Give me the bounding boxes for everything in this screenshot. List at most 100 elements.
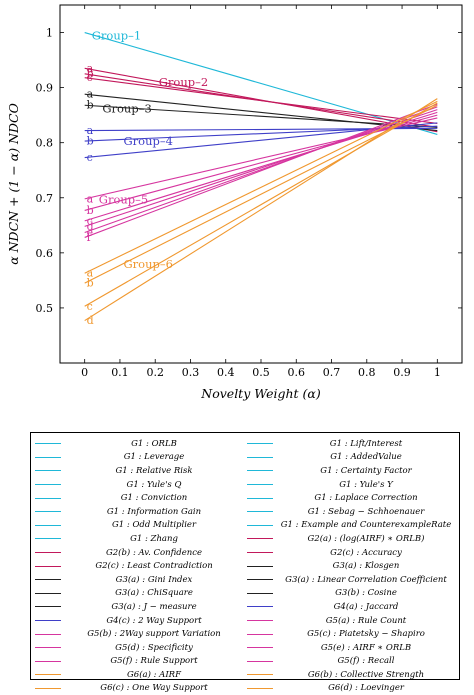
x-tick-label: 0.2 [146, 366, 164, 379]
legend-label: G1 : AddedValue [330, 452, 402, 463]
legend-swatch [35, 565, 61, 567]
legend-swatch [247, 687, 273, 689]
series-line-g6c [84, 102, 438, 307]
legend-label: G5(e) : AIRF ∗ ORLB [320, 642, 412, 653]
series-marker-label: c [87, 214, 93, 227]
legend-swatch [247, 470, 273, 472]
y-ticks: 0.5 0.6 0.7 0.8 0.9 1 [36, 27, 462, 315]
legend-label: G1 : Yule's Y [339, 479, 393, 490]
series-marker-label: b [87, 204, 94, 217]
legend-swatch [35, 674, 61, 676]
group-label: Group–5 [99, 192, 148, 206]
legend-label: G6(a) : AIRF [127, 669, 181, 680]
legend-swatch [247, 647, 273, 649]
legend-item: G1 : Example and CounterexampleRate [247, 519, 455, 533]
legend-item: G3(a) : Gini Index [35, 573, 243, 587]
legend-label: G1 : Sebag − Schhoenauer [307, 506, 425, 517]
legend-item: G3(a) : J − measure [35, 600, 243, 614]
legend-swatch [35, 592, 61, 594]
legend-swatch [247, 620, 273, 622]
y-tick-label: 0.5 [36, 302, 54, 315]
legend-item: G4(a) : Jaccard [247, 600, 455, 614]
legend-item: G3(a) : ChiSquare [35, 587, 243, 601]
legend-label: G3(b) : Cosine [335, 588, 397, 599]
legend-swatch [35, 647, 61, 649]
legend-swatch [35, 456, 61, 458]
legend-item: G1 : Yule's Y [247, 478, 455, 492]
legend-swatch [35, 620, 61, 622]
legend-label: G6(c) : One Way Support [100, 683, 208, 694]
y-tick-label: 0.6 [36, 247, 54, 260]
legend-swatch [247, 592, 273, 594]
legend-item: G2(c) : Accuracy [247, 546, 455, 560]
legend-swatch [35, 524, 61, 526]
series-marker-label: a [87, 124, 94, 137]
legend-swatch [247, 660, 273, 662]
legend-swatch [35, 484, 61, 486]
legend-label: G5(d) : Specificity [115, 642, 193, 653]
legend-item: G2(b) : Av. Confidence [35, 546, 243, 560]
x-tick-label: 0 [81, 366, 88, 379]
series-line-g1 [84, 32, 438, 135]
x-tick-label: 0.6 [288, 366, 306, 379]
legend-label: G3(a) : Klosgen [332, 561, 400, 572]
legend-item: G1 : AddedValue [247, 451, 455, 465]
y-tick-label: 0.9 [36, 82, 54, 95]
legend-swatch [247, 484, 273, 486]
series-marker-label: c [87, 300, 93, 313]
legend-grid: G1 : ORLB G1 : Lift/Interest G1 : Leverage… [35, 437, 455, 695]
legend-label: G1 : Conviction [120, 493, 188, 504]
group-label: Group–3 [102, 102, 151, 116]
series-marker-label: f [87, 231, 92, 244]
legend-swatch [247, 674, 273, 676]
legend-item: G2(a) : (log(AIRF) ∗ ORLB) [247, 532, 455, 546]
legend-swatch [247, 538, 273, 540]
legend-label: G1 : Certainty Factor [320, 465, 412, 476]
legend-item: G1 : ORLB [35, 437, 243, 451]
legend-item: G3(a) : Klosgen [247, 559, 455, 573]
legend-item: G6(a) : AIRF [35, 668, 243, 682]
series-line-g3b [84, 104, 438, 128]
series-marker-label: b [87, 277, 94, 290]
group-label: Group–1 [92, 28, 141, 42]
series-line-g2c [84, 77, 438, 124]
x-tick-label: 1 [434, 366, 441, 379]
series-marker-label: b [87, 67, 94, 80]
legend-label: G3(a) : J − measure [111, 601, 197, 612]
legend-item: G1 : Laplace Correction [247, 491, 455, 505]
legend-label: G1 : Laplace Correction [314, 493, 418, 504]
plot-frame [59, 4, 463, 364]
series-marker-label: c [87, 71, 93, 84]
legend-item: G6(c) : One Way Support [35, 682, 243, 695]
legend-item: G1 : Yule's Q [35, 478, 243, 492]
group-label: Group–2 [159, 75, 208, 89]
legend-swatch [247, 552, 273, 554]
legend-label: G5(c) : Piatetsky − Shapiro [307, 629, 425, 640]
legend-label: G3(a) : ChiSquare [115, 588, 193, 599]
legend-item: G5(c) : Piatetsky − Shapiro [247, 627, 455, 641]
legend-item: G3(a) : Linear Correlation Coefficient [247, 573, 455, 587]
x-tick-label: 0.8 [358, 366, 376, 379]
legend-swatch [35, 443, 61, 445]
legend-label: G2(a) : (log(AIRF) ∗ ORLB) [307, 533, 425, 544]
legend-item: G1 : Certainty Factor [247, 464, 455, 478]
legend-label: G5(a) : Rule Count [325, 615, 407, 626]
series-marker-label: d [87, 220, 94, 233]
x-ticks: 0 0.1 0.2 0.3 0.4 0.5 0.6 0.7 0.8 0.9 1 [81, 5, 441, 379]
legend-label: G2(c) : Accuracy [330, 547, 402, 558]
x-tick-label: 0.4 [217, 366, 235, 379]
legend-label: G5(f) : Recall [337, 656, 395, 667]
legend-swatch [35, 633, 61, 635]
legend-swatch [247, 443, 273, 445]
legend-swatch [247, 633, 273, 635]
series-line-g6b [84, 104, 438, 284]
x-tick-label: 0.5 [252, 366, 270, 379]
legend-item: G3(b) : Cosine [247, 587, 455, 601]
legend-swatch [247, 606, 273, 608]
legend-item: G2(c) : Least Contradiction [35, 559, 243, 573]
legend-item: G1 : Conviction [35, 491, 243, 505]
legend-label: G1 : ORLB [131, 438, 177, 449]
legend-label: G2(c) : Least Contradiction [95, 561, 213, 572]
legend-label: G1 : Example and CounterexampleRate [280, 520, 452, 531]
